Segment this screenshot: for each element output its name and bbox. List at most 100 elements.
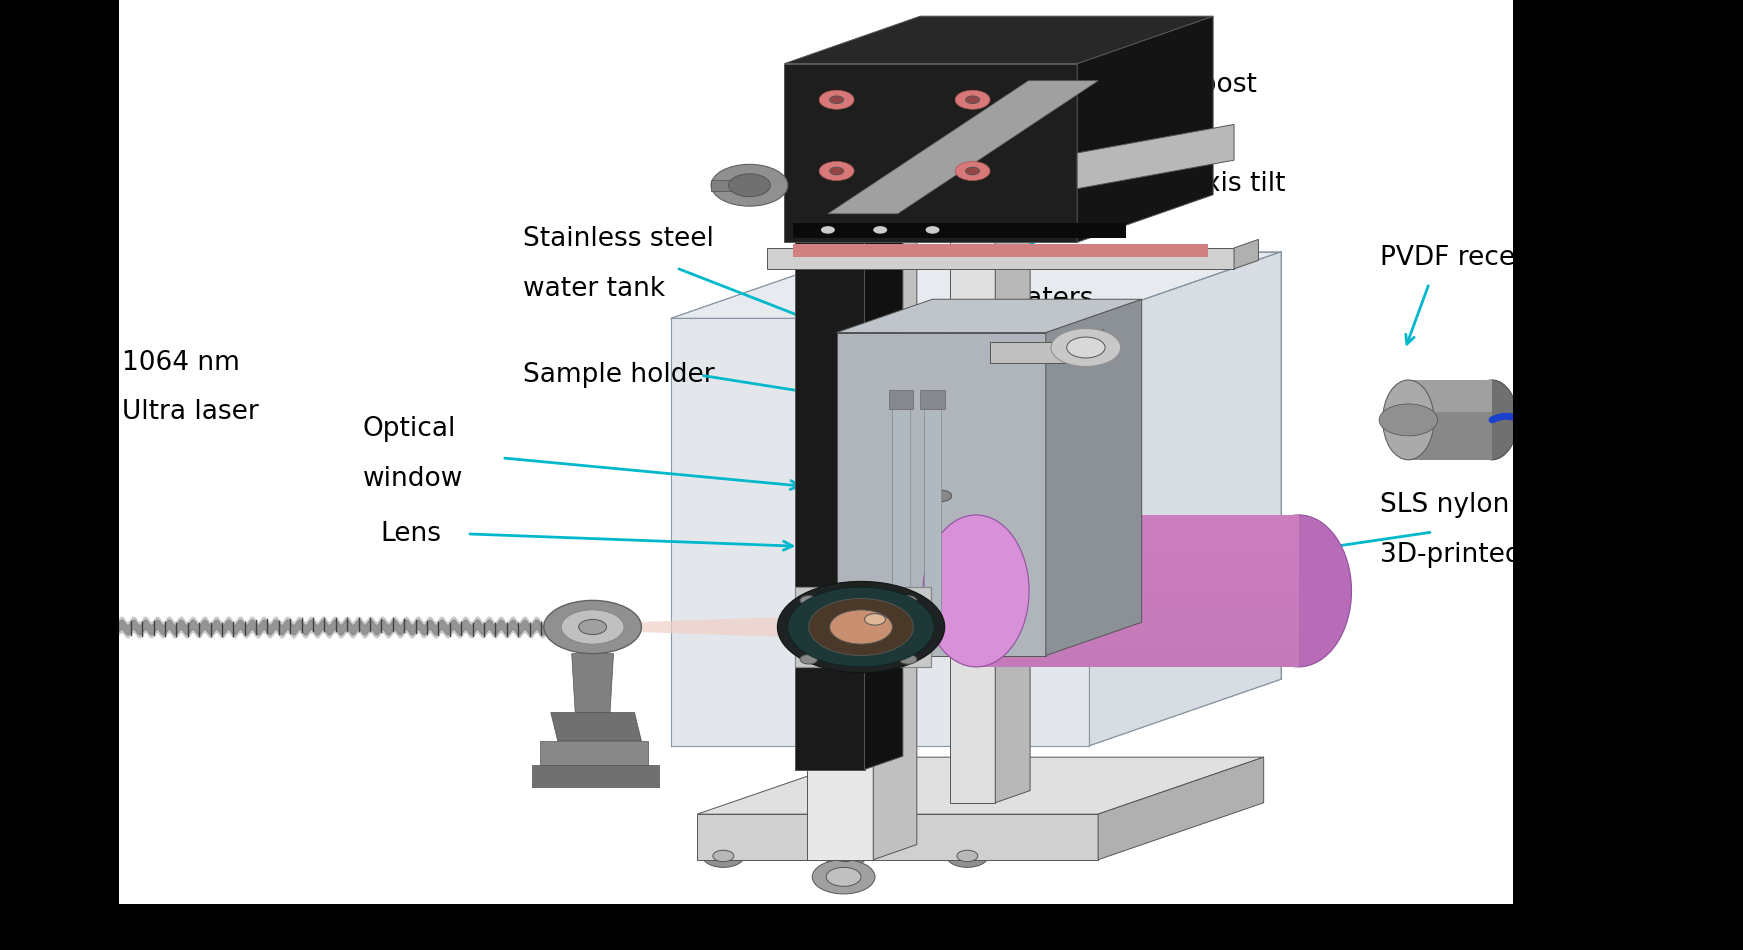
- Polygon shape: [976, 515, 1299, 534]
- Circle shape: [899, 596, 917, 605]
- Ellipse shape: [1246, 515, 1351, 667]
- Circle shape: [809, 598, 913, 656]
- Bar: [711, 180, 753, 191]
- Bar: [795, 587, 931, 667]
- Polygon shape: [976, 591, 1299, 610]
- Circle shape: [824, 845, 866, 867]
- Polygon shape: [807, 123, 917, 138]
- Polygon shape: [795, 148, 903, 162]
- Bar: [1513, 0, 1743, 950]
- Circle shape: [819, 162, 854, 180]
- Circle shape: [800, 655, 817, 664]
- Ellipse shape: [1466, 380, 1518, 460]
- Circle shape: [865, 614, 885, 625]
- Text: PVDF rece: PVDF rece: [1380, 245, 1516, 272]
- Polygon shape: [784, 64, 1077, 242]
- Bar: [0, 0, 119, 950]
- Circle shape: [1379, 404, 1438, 436]
- Polygon shape: [865, 148, 903, 770]
- Polygon shape: [795, 587, 931, 667]
- Polygon shape: [950, 195, 995, 803]
- Text: window: window: [363, 466, 464, 492]
- Bar: [892, 404, 910, 636]
- Circle shape: [835, 850, 856, 862]
- Bar: [889, 390, 913, 408]
- Text: Sample holder: Sample holder: [523, 362, 715, 389]
- Circle shape: [711, 164, 788, 206]
- Text: 3D-printed ho: 3D-printed ho: [1380, 542, 1563, 568]
- Polygon shape: [1408, 380, 1492, 412]
- Polygon shape: [807, 138, 873, 860]
- Circle shape: [1604, 414, 1624, 426]
- Polygon shape: [873, 123, 917, 860]
- Polygon shape: [697, 814, 1098, 860]
- Circle shape: [826, 867, 861, 886]
- Polygon shape: [976, 553, 1299, 572]
- Circle shape: [873, 226, 887, 234]
- Polygon shape: [572, 654, 614, 712]
- Polygon shape: [976, 534, 1299, 553]
- Polygon shape: [1408, 380, 1492, 460]
- Circle shape: [819, 90, 854, 109]
- Polygon shape: [976, 572, 1299, 591]
- Circle shape: [830, 610, 892, 644]
- Polygon shape: [784, 16, 1213, 64]
- Text: assembly: assembly: [1098, 122, 1224, 148]
- Polygon shape: [990, 342, 1068, 363]
- Polygon shape: [976, 629, 1299, 648]
- Circle shape: [946, 845, 988, 867]
- Text: Optical: Optical: [363, 416, 457, 443]
- Circle shape: [788, 587, 934, 667]
- Circle shape: [821, 226, 835, 234]
- Circle shape: [729, 174, 770, 197]
- Text: Lens: Lens: [380, 521, 441, 547]
- Polygon shape: [1098, 757, 1264, 860]
- Circle shape: [1048, 815, 1103, 846]
- Circle shape: [931, 490, 952, 502]
- Polygon shape: [995, 182, 1030, 803]
- Polygon shape: [671, 252, 1281, 318]
- Circle shape: [955, 90, 990, 109]
- Text: with 2-axis tilt: with 2-axis tilt: [1098, 171, 1286, 198]
- Polygon shape: [1089, 252, 1281, 746]
- Circle shape: [830, 96, 844, 104]
- Circle shape: [561, 610, 624, 644]
- Polygon shape: [671, 318, 1089, 746]
- Polygon shape: [767, 248, 1234, 269]
- Circle shape: [1051, 329, 1121, 367]
- Circle shape: [966, 167, 980, 175]
- Circle shape: [955, 162, 990, 180]
- Circle shape: [812, 860, 875, 894]
- Polygon shape: [540, 741, 648, 765]
- Text: Stainless steel: Stainless steel: [523, 226, 715, 253]
- Circle shape: [1593, 408, 1635, 431]
- Text: Optical post: Optical post: [1098, 72, 1257, 99]
- Bar: [924, 404, 941, 636]
- Polygon shape: [1234, 239, 1258, 269]
- Circle shape: [800, 596, 817, 605]
- Text: Ultra laser: Ultra laser: [122, 399, 258, 426]
- Circle shape: [713, 850, 734, 862]
- Circle shape: [544, 600, 641, 654]
- Polygon shape: [976, 648, 1299, 667]
- Circle shape: [702, 845, 744, 867]
- Polygon shape: [795, 162, 865, 770]
- Circle shape: [579, 619, 607, 635]
- Bar: [0, 904, 1743, 950]
- Circle shape: [777, 581, 945, 673]
- Polygon shape: [976, 610, 1299, 629]
- Polygon shape: [697, 757, 1264, 814]
- Polygon shape: [1046, 299, 1142, 656]
- Polygon shape: [551, 712, 641, 741]
- Bar: [793, 244, 1208, 257]
- Circle shape: [1067, 337, 1105, 358]
- Bar: [920, 390, 945, 408]
- Polygon shape: [976, 515, 1299, 667]
- Circle shape: [899, 655, 917, 664]
- Polygon shape: [837, 299, 1142, 332]
- Polygon shape: [1077, 124, 1234, 189]
- Ellipse shape: [1382, 380, 1434, 460]
- Circle shape: [957, 850, 978, 862]
- Polygon shape: [1077, 16, 1213, 242]
- Polygon shape: [601, 616, 826, 638]
